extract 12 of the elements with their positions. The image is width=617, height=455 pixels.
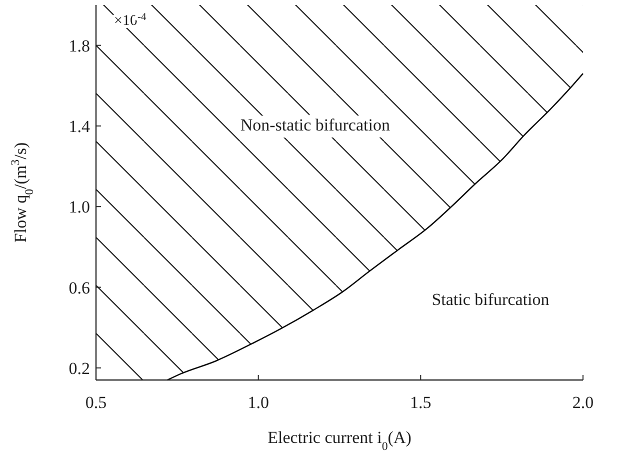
y-tick-label: 0.2 bbox=[68, 358, 90, 378]
y-tick-label: 1.0 bbox=[68, 198, 90, 217]
x-tick-label: 2.0 bbox=[572, 393, 594, 412]
line-series bbox=[166, 72, 584, 381]
y-tick-label: 1.4 bbox=[68, 116, 90, 136]
x-axis-title: Electric current i$_{0}$(A) bbox=[268, 428, 412, 453]
x-tick-label: 1.0 bbox=[248, 393, 269, 412]
x-tick-label: 1.5 bbox=[410, 393, 432, 412]
y-tick-label: 0.6 bbox=[68, 278, 90, 298]
x-tick-label: 0.5 bbox=[85, 393, 107, 412]
annotation: Static bifurcation bbox=[432, 290, 550, 309]
y-tick-label: 1.8 bbox=[68, 36, 90, 56]
